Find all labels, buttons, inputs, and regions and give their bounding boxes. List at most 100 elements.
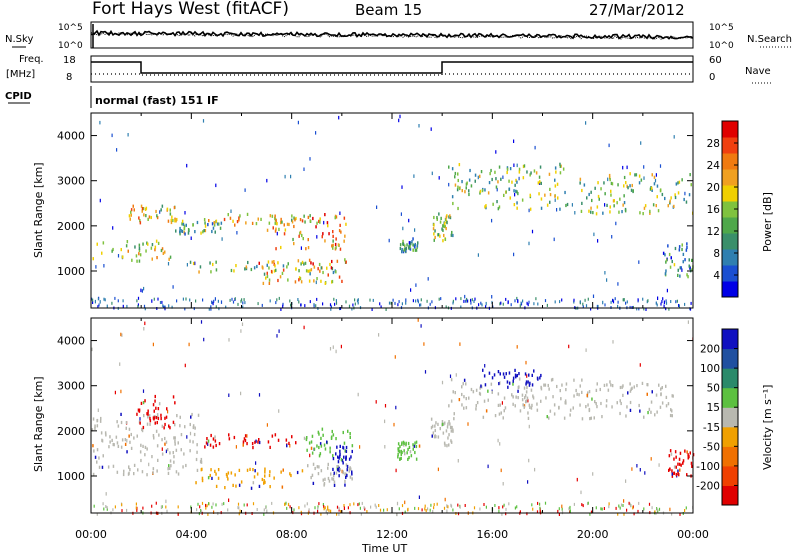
velocity-noise-cell — [106, 507, 108, 511]
power-echo-cell — [412, 243, 414, 247]
power-noise-cell — [477, 253, 479, 257]
power-echo-cell — [335, 270, 337, 274]
power-echo-cell — [271, 260, 273, 264]
power-echo-cell — [174, 219, 176, 223]
velocity-echo-cell — [445, 429, 448, 433]
power-echo-cell — [245, 265, 248, 269]
power-echo-cell — [132, 204, 134, 208]
power-noise-cell — [533, 302, 535, 306]
velocity-noise-cell — [441, 380, 444, 385]
power-echo-cell — [305, 247, 307, 251]
power-noise-cell — [678, 304, 680, 307]
velocity-echo-cell — [528, 383, 531, 387]
power-noise-cell — [592, 294, 595, 298]
power-noise-cell — [617, 282, 619, 286]
velocity-noise-cell — [227, 508, 229, 512]
power-echo-cell — [273, 269, 276, 273]
power-echo-cell — [539, 165, 542, 169]
power-noise-cell — [127, 133, 129, 137]
velocity-echo-cell — [656, 410, 658, 414]
velocity-echo-cell — [232, 483, 234, 487]
power-noise-cell — [617, 304, 619, 308]
power-echo-cell — [200, 231, 202, 235]
velocity-echo-cell — [201, 476, 204, 480]
power-echo-cell — [335, 215, 338, 219]
velocity-echo-cell — [680, 463, 682, 467]
power-echo-cell — [337, 243, 340, 247]
power-echo-cell — [320, 266, 323, 270]
velocity-echo-cell — [508, 381, 511, 385]
velocity-echo-cell — [96, 418, 99, 423]
velocity-noise-cell — [228, 498, 230, 502]
power-echo-cell — [414, 245, 416, 249]
power-noise-cell — [195, 299, 197, 303]
power-echo-cell — [181, 229, 184, 233]
velocity-echo-cell — [414, 441, 416, 445]
power-echo-cell — [141, 209, 143, 213]
velocity-echo-cell — [408, 456, 410, 460]
velocity-echo-cell — [123, 469, 125, 473]
velocity-echo-cell — [437, 435, 440, 439]
velocity-noise-cell — [284, 502, 286, 506]
velocity-echo-cell — [177, 472, 180, 476]
power-echo-cell — [617, 183, 619, 187]
velocity-noise-cell — [165, 449, 167, 454]
velocity-echo-cell — [129, 440, 131, 444]
velocity-echo-cell — [397, 452, 399, 456]
velocity-colorbar-tick-label: -200 — [696, 480, 720, 492]
power-noise-cell — [162, 304, 164, 308]
power-noise-cell — [676, 299, 678, 303]
velocity-noise-cell — [166, 509, 168, 513]
power-echo-cell — [437, 233, 439, 237]
power-echo-cell — [230, 268, 233, 273]
power-echo-cell — [331, 259, 333, 264]
power-echo-cell — [334, 216, 336, 220]
power-echo-cell — [665, 260, 667, 264]
power-echo-cell — [402, 250, 405, 254]
power-echo-cell — [681, 247, 683, 252]
power-noise-cell — [137, 303, 139, 307]
velocity-noise-cell — [595, 506, 597, 510]
power-echo-cell — [339, 247, 342, 251]
power-echo-cell — [270, 269, 273, 274]
velocity-echo-cell — [256, 472, 259, 476]
power-noise-cell — [546, 303, 548, 307]
velocity-echo-cell — [589, 417, 591, 421]
velocity-noise-cell — [285, 501, 287, 505]
power-noise-cell — [604, 303, 606, 307]
velocity-echo-cell — [217, 468, 220, 472]
velocity-echo-cell — [540, 385, 542, 389]
power-noise-cell — [573, 298, 575, 302]
power-noise-cell — [316, 235, 318, 239]
power-noise-cell — [535, 297, 537, 301]
power-echo-cell — [239, 214, 241, 218]
velocity-noise-cell — [106, 506, 108, 510]
power-noise-cell — [269, 299, 271, 303]
power-noise-cell — [531, 229, 534, 234]
velocity-echo-cell — [310, 440, 313, 444]
power-noise-cell — [104, 298, 106, 302]
velocity-echo-cell — [320, 436, 322, 440]
velocity-echo-cell — [318, 432, 320, 436]
velocity-noise-cell — [582, 504, 584, 508]
velocity-noise-cell — [437, 467, 439, 472]
velocity-echo-cell — [295, 441, 297, 445]
power-echo-cell — [498, 165, 501, 169]
velocity-noise-cell — [396, 512, 398, 517]
velocity-echo-cell — [590, 416, 592, 420]
power-echo-cell — [678, 180, 681, 184]
velocity-noise-cell — [276, 334, 278, 338]
power-noise-cell — [315, 131, 317, 135]
velocity-noise-cell — [211, 505, 213, 509]
velocity-echo-cell — [251, 442, 254, 446]
power-noise-cell — [180, 229, 182, 233]
velocity-echo-cell — [121, 438, 124, 442]
power-noise-cell — [474, 297, 476, 301]
power-echo-cell — [92, 257, 94, 261]
velocity-echo-cell — [463, 406, 465, 410]
x-tick-label: 20:00 — [577, 528, 609, 541]
velocity-echo-cell — [667, 402, 670, 406]
velocity-echo-cell — [160, 417, 162, 421]
velocity-noise-cell — [433, 506, 435, 510]
velocity-noise-cell — [626, 508, 628, 512]
